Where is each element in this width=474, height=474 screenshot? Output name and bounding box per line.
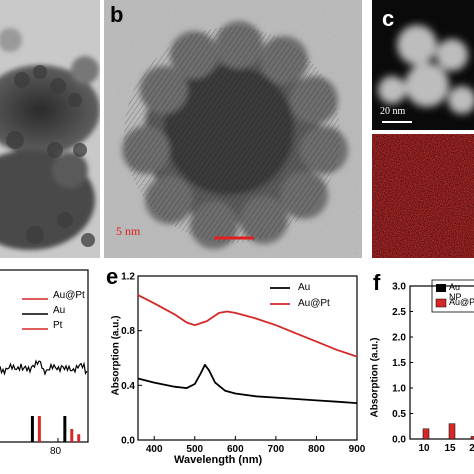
y-axis-title-e: Absorption (a.u.): [110, 315, 122, 396]
y-tick-label-f: 0.5: [392, 409, 406, 420]
tem-image-a: [0, 0, 100, 258]
panel-c-stem-image: c 20 nm: [372, 0, 474, 130]
panel-label-b: b: [110, 2, 124, 27]
series-line-e-0: [137, 363, 358, 404]
x-tick-label-f: 10: [418, 443, 430, 454]
y-tick-label-f: 2.5: [392, 307, 406, 318]
y-tick-label-e: 1.2: [121, 272, 135, 283]
bar-au-pt: [422, 428, 430, 440]
x-tick-label-e: 500: [186, 444, 203, 455]
chart-e-svg: 400 500 600 700 800 900 0.0 0.4 0.8 1.2: [121, 272, 366, 456]
bar-au-pt: [448, 423, 456, 440]
legend-box-f: [431, 279, 474, 313]
legend-d-au-pt: Au@Pt: [53, 290, 85, 301]
series-line-e-1: [137, 294, 358, 358]
scale-bar-c-label: 20 nm: [380, 106, 406, 117]
panel-label-e: e: [106, 264, 119, 289]
y-tick-label-f: 1.5: [392, 358, 406, 369]
legend-f-au-np: Au NP: [449, 282, 462, 302]
chart-d-svg: [0, 269, 89, 443]
plot-frame-d: [0, 269, 89, 443]
x-tick-label-f: 2: [469, 443, 474, 454]
panel-e-chart: 400 500 600 700 800 900 0.0 0.4 0.8 1.2 e Wavelen…: [104, 262, 366, 474]
x-tick-label-f: 15: [444, 443, 456, 454]
y-axis-title-f: Absorption (a.u.): [369, 337, 381, 418]
y-tick-label-f: 1.0: [392, 384, 406, 395]
legend-swatch-f-au-p: [435, 298, 447, 308]
y-tick-label-e: 0.0: [121, 436, 135, 447]
y-tick-label-f: 3.0: [392, 282, 406, 293]
panel-b-hrtem-image: b 5 nm: [104, 0, 362, 258]
legend-e-au-pt: Au@Pt: [298, 298, 330, 309]
legend-e-au: Au: [298, 282, 311, 293]
y-tick-label-f: 2.0: [392, 333, 406, 344]
series-line-d-au-pt: [0, 359, 88, 376]
x-tick-d-80: 80: [50, 446, 62, 457]
scale-bar-b-label: 5 nm: [116, 224, 141, 238]
x-tick-label-e: 800: [308, 444, 325, 455]
y-tick-label-e: 0.8: [121, 326, 135, 337]
y-tick-label-e: 0.4: [121, 381, 135, 392]
panel-label-c: c: [382, 6, 395, 31]
plot-frame-f: [409, 285, 474, 440]
legend-f-au-p: Au@P: [449, 297, 474, 307]
panel-label-f: f: [373, 270, 381, 295]
eds-map-image: [372, 134, 474, 258]
plot-frame-e: [137, 275, 358, 441]
hrtem-image-b: [104, 0, 362, 258]
panel-d-chart: Au@Pt Au Pt 80: [0, 262, 100, 474]
x-tick-label-e: 900: [349, 444, 366, 455]
x-axis-title-e: Wavelength (nm): [174, 454, 263, 466]
panel-c-eds-map: [372, 134, 474, 258]
bar-au-pt: [470, 436, 474, 440]
legend-d-pt: Pt: [53, 320, 63, 331]
legend-swatch-f-au-np: [436, 284, 446, 292]
panel-f-chart: 0.0 0.5 1.0 1.5 2.0 2.5 3.0 10 15 2 f Absorption …: [366, 262, 474, 474]
y-tick-label-f: 0.0: [392, 435, 406, 446]
x-tick-label-e: 400: [146, 444, 163, 455]
panel-a-tem-image: [0, 0, 100, 258]
haadf-image-c: [372, 0, 474, 130]
chart-f-svg: 0.0 0.5 1.0 1.5 2.0 2.5 3.0 10 15 2: [392, 279, 474, 454]
x-tick-label-e: 700: [268, 444, 285, 455]
legend-d-au: Au: [53, 305, 66, 316]
x-tick-label-e: 600: [227, 444, 244, 455]
